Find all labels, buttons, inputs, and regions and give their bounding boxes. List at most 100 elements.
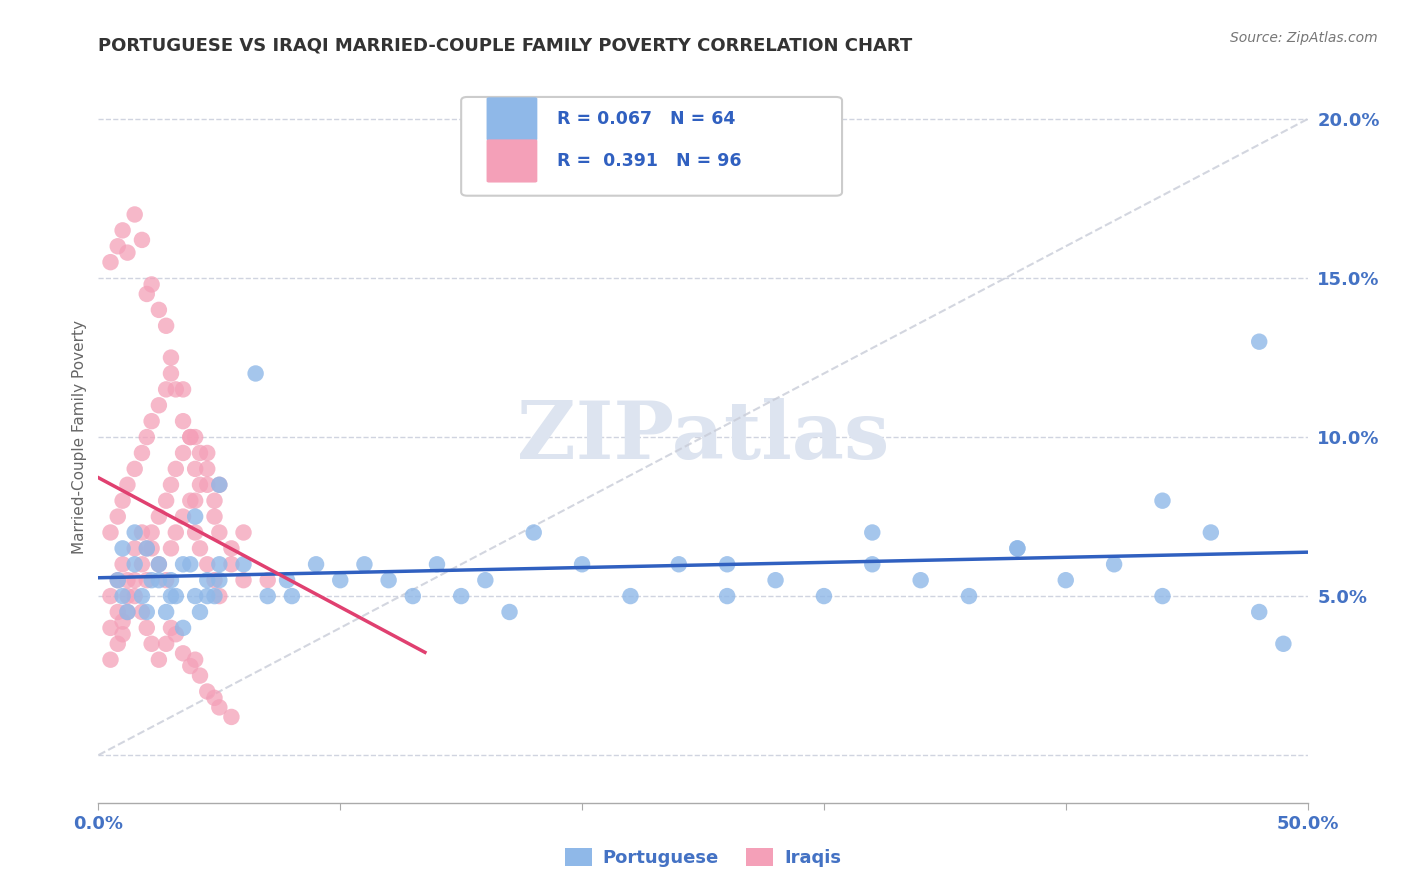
- Point: [402, 589, 425, 603]
- Point: [179, 558, 201, 572]
- Point: [305, 558, 328, 572]
- Point: [1007, 541, 1029, 556]
- Point: [860, 558, 883, 572]
- Point: [135, 605, 157, 619]
- Point: [221, 558, 243, 572]
- Point: [204, 589, 226, 603]
- Point: [111, 615, 134, 629]
- Point: [353, 558, 375, 572]
- Point: [498, 605, 520, 619]
- Point: [107, 573, 129, 587]
- Point: [208, 589, 231, 603]
- Point: [148, 558, 170, 572]
- Point: [179, 493, 201, 508]
- Point: [571, 558, 593, 572]
- Point: [131, 558, 153, 572]
- FancyBboxPatch shape: [461, 97, 842, 195]
- Point: [1249, 605, 1271, 619]
- Point: [100, 621, 122, 635]
- Point: [765, 573, 787, 587]
- Point: [172, 414, 194, 428]
- Point: [155, 605, 177, 619]
- Point: [245, 367, 267, 381]
- Point: [148, 302, 170, 317]
- Point: [124, 462, 146, 476]
- Point: [188, 605, 211, 619]
- Point: [160, 541, 183, 556]
- Point: [195, 684, 218, 698]
- Point: [117, 477, 139, 491]
- Y-axis label: Married-Couple Family Poverty: Married-Couple Family Poverty: [72, 320, 87, 554]
- Point: [221, 541, 243, 556]
- Legend: Portuguese, Iraqis: Portuguese, Iraqis: [558, 840, 848, 874]
- Point: [910, 573, 932, 587]
- Point: [179, 430, 201, 444]
- Point: [141, 414, 163, 428]
- Point: [100, 255, 122, 269]
- Point: [155, 573, 177, 587]
- Point: [131, 446, 153, 460]
- Point: [208, 477, 231, 491]
- Point: [141, 573, 163, 587]
- Point: [860, 525, 883, 540]
- Point: [131, 605, 153, 619]
- Point: [716, 589, 738, 603]
- Point: [148, 398, 170, 412]
- Point: [160, 477, 183, 491]
- Point: [160, 589, 183, 603]
- Point: [232, 573, 254, 587]
- Point: [100, 653, 122, 667]
- Point: [148, 653, 170, 667]
- Point: [188, 668, 211, 682]
- Point: [329, 573, 352, 587]
- Text: ZIPatlas: ZIPatlas: [517, 398, 889, 476]
- Point: [195, 573, 218, 587]
- Point: [1199, 525, 1222, 540]
- Point: [256, 589, 278, 603]
- Point: [141, 525, 163, 540]
- Point: [148, 573, 170, 587]
- Point: [208, 700, 231, 714]
- Point: [160, 621, 183, 635]
- FancyBboxPatch shape: [486, 139, 537, 183]
- Point: [165, 462, 187, 476]
- Point: [155, 493, 177, 508]
- Point: [179, 430, 201, 444]
- Point: [195, 446, 218, 460]
- Point: [232, 525, 254, 540]
- Point: [1007, 541, 1029, 556]
- Point: [165, 383, 187, 397]
- Point: [195, 558, 218, 572]
- Point: [100, 589, 122, 603]
- Point: [474, 573, 496, 587]
- Point: [111, 627, 134, 641]
- Point: [204, 509, 226, 524]
- Point: [107, 605, 129, 619]
- Point: [172, 558, 194, 572]
- Point: [124, 573, 146, 587]
- Point: [160, 573, 183, 587]
- Point: [256, 573, 278, 587]
- Point: [619, 589, 641, 603]
- Point: [716, 558, 738, 572]
- Point: [107, 573, 129, 587]
- Point: [377, 573, 399, 587]
- Point: [111, 493, 134, 508]
- Point: [204, 690, 226, 705]
- Point: [221, 710, 243, 724]
- Point: [111, 541, 134, 556]
- Point: [1152, 589, 1174, 603]
- Point: [184, 509, 207, 524]
- Point: [281, 589, 304, 603]
- Point: [1249, 334, 1271, 349]
- Point: [1152, 493, 1174, 508]
- Point: [117, 605, 139, 619]
- Point: [141, 637, 163, 651]
- Point: [184, 430, 207, 444]
- Point: [195, 477, 218, 491]
- Point: [184, 462, 207, 476]
- Point: [117, 589, 139, 603]
- Point: [141, 541, 163, 556]
- Point: [179, 659, 201, 673]
- Point: [184, 525, 207, 540]
